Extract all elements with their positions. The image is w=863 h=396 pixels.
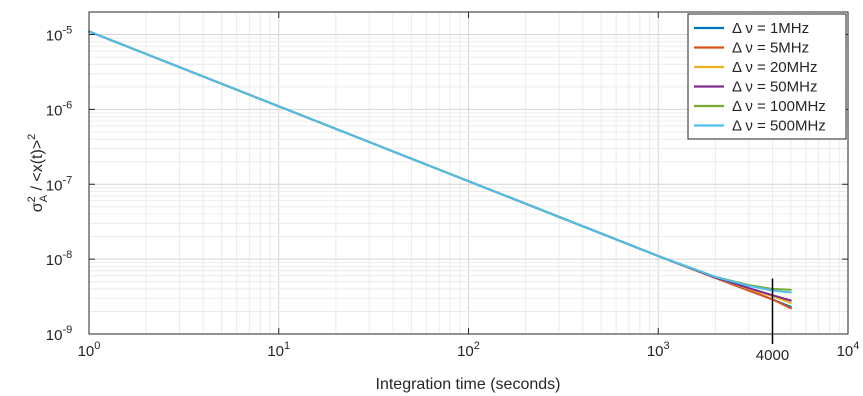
legend-label-6: Δ ν = 500MHz	[732, 118, 826, 135]
legend-box	[687, 13, 847, 140]
legend-label-2: Δ ν = 5MHz	[732, 40, 809, 57]
legend-label-5: Δ ν = 100MHz	[732, 98, 826, 115]
legend: Δ ν = 1MHz Δ ν = 5MHz Δ ν = 20MHz Δ ν = 50M…	[687, 13, 847, 140]
y-tick-label: 10-8	[46, 249, 72, 269]
series-line-6	[88, 30, 792, 294]
annotation: 4000	[756, 278, 789, 364]
grid	[88, 11, 848, 335]
series-lines	[88, 30, 792, 310]
y-tick-label: 10-5	[46, 25, 72, 45]
x-tick-label: 104	[837, 340, 860, 360]
x-axis-label: Integration time (seconds)	[376, 376, 561, 393]
x-tick-label: 101	[267, 340, 290, 360]
annotation-label: 4000	[756, 347, 789, 364]
y-tick-label: 10-7	[46, 174, 72, 194]
y-axis-label: σ2A / <x(t)>2	[26, 134, 50, 213]
x-tick-label: 103	[647, 340, 670, 360]
y-tick-label: 10-9	[46, 324, 72, 344]
x-tick-label: 100	[78, 340, 101, 360]
legend-label-3: Δ ν = 20MHz	[732, 59, 817, 76]
legend-label-1: Δ ν = 1MHz	[732, 20, 809, 37]
legend-label-4: Δ ν = 50MHz	[732, 79, 817, 96]
y-tick-label: 10-6	[46, 99, 72, 119]
x-tick-label: 102	[457, 340, 480, 360]
axis-ticks: 100 101 102 103 104 10-9 10-8 10-7 10-6 10-5	[46, 12, 860, 360]
